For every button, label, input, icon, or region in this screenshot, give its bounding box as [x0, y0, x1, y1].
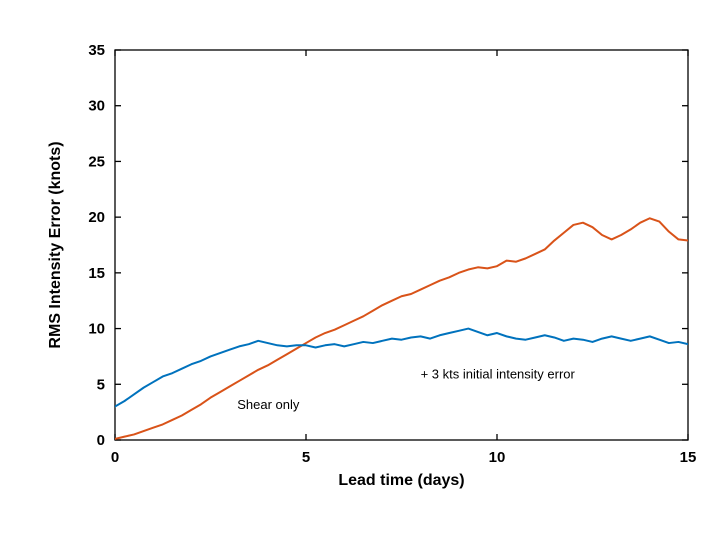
y-axis-label: RMS Intensity Error (knots) — [47, 141, 64, 348]
y-tick-label: 15 — [88, 265, 105, 282]
x-tick-label: 5 — [302, 449, 310, 466]
line-chart: 0 5 10 15 0 5 10 15 20 25 30 35 Lead time (days) RMS … — [0, 0, 720, 540]
y-tick-label: 5 — [97, 376, 105, 393]
annotation-shear-only: Shear only — [237, 397, 300, 412]
x-tick-label: 15 — [680, 449, 697, 466]
x-tick-label: 0 — [111, 449, 119, 466]
y-tick-label: 35 — [88, 42, 105, 59]
y-tick-label: 25 — [88, 153, 105, 170]
y-tick-label: 30 — [88, 98, 105, 115]
x-tick-label: 10 — [489, 449, 506, 466]
y-tick-label: 20 — [88, 209, 105, 226]
annotation-plus3kts: + 3 kts initial intensity error — [421, 367, 576, 382]
y-tick-label: 0 — [97, 432, 105, 449]
chart-container: 0 5 10 15 0 5 10 15 20 25 30 35 Lead time (days) RMS … — [0, 0, 720, 540]
x-axis-label: Lead time (days) — [338, 472, 464, 489]
y-tick-label: 10 — [88, 321, 105, 338]
chart-background — [0, 0, 720, 540]
